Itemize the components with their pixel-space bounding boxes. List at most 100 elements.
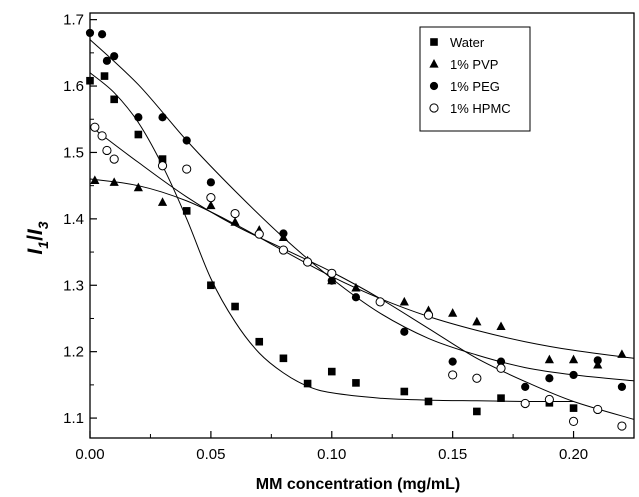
data-point-1 xyxy=(568,354,579,364)
x-tick-label: 0.05 xyxy=(196,446,225,463)
y-tick-label: 1.4 xyxy=(63,211,84,228)
data-point-0 xyxy=(110,95,118,104)
fit-line-3 xyxy=(89,125,635,420)
data-point-2 xyxy=(496,357,506,366)
data-point-0 xyxy=(207,281,215,290)
y-tick-label: 1.1 xyxy=(63,410,84,427)
data-point-0 xyxy=(86,76,94,85)
y-tick-label: 1.2 xyxy=(63,344,84,361)
y-title-main-2: I xyxy=(24,228,47,235)
fit-line-2 xyxy=(89,39,635,382)
fit-line-0 xyxy=(89,72,574,403)
data-point-0 xyxy=(231,302,239,311)
data-point-1 xyxy=(206,200,216,210)
data-point-2 xyxy=(448,357,457,366)
data-point-0 xyxy=(100,72,109,80)
data-point-2 xyxy=(593,356,602,365)
legend-label-0: Water xyxy=(450,35,485,50)
legend-box xyxy=(419,26,531,132)
data-point-3 xyxy=(593,404,603,415)
x-tick-label: 0.00 xyxy=(75,446,104,463)
y-tick-label: 1.7 xyxy=(63,12,84,29)
plot-area xyxy=(89,12,635,439)
data-markers xyxy=(85,28,627,431)
y-title-sub-2: 3 xyxy=(35,221,51,229)
data-point-1 xyxy=(230,217,240,226)
data-point-3 xyxy=(472,373,482,383)
data-point-3 xyxy=(568,416,579,426)
y-title-slash: / xyxy=(24,235,47,241)
data-point-1 xyxy=(472,316,482,326)
legend-marker-3 xyxy=(429,103,439,113)
data-point-0 xyxy=(279,354,288,363)
data-point-2 xyxy=(521,382,530,391)
x-tick-label: 0.20 xyxy=(559,446,588,463)
data-point-2 xyxy=(182,136,191,145)
data-point-2 xyxy=(158,113,167,122)
data-point-3 xyxy=(520,398,530,409)
data-point-0 xyxy=(303,379,312,388)
data-point-3 xyxy=(254,229,264,239)
legend: Water 1% PVP 1% PEG 1% HPMC xyxy=(419,26,531,132)
data-point-1 xyxy=(90,175,100,184)
data-point-2 xyxy=(97,30,107,39)
data-point-2 xyxy=(327,276,336,285)
y-tick-label: 1.3 xyxy=(63,277,84,294)
legend-label-3: 1% HPMC xyxy=(450,101,511,116)
data-point-1 xyxy=(448,308,458,317)
data-point-2 xyxy=(85,28,95,38)
data-point-3 xyxy=(230,208,240,219)
data-point-3 xyxy=(496,363,506,373)
y-tick-label: 1.5 xyxy=(63,144,84,161)
legend-label-1: 1% PVP xyxy=(450,57,498,72)
data-point-0 xyxy=(424,397,433,406)
data-point-2 xyxy=(545,374,554,383)
data-point-2 xyxy=(110,52,119,61)
data-point-3 xyxy=(97,131,107,141)
y-axis-title: I1/I3 xyxy=(24,221,51,254)
x-tick-label: 0.10 xyxy=(317,446,346,463)
data-point-0 xyxy=(327,367,336,376)
data-point-3 xyxy=(102,145,112,156)
data-point-3 xyxy=(617,421,627,431)
data-point-3 xyxy=(182,164,192,174)
data-point-1 xyxy=(351,282,361,292)
legend-marker-1 xyxy=(429,59,439,68)
axes: 0.00 0.05 0.10 0.15 0.20 1.1 1.2 1.3 1.4 1.5 1.6 1.… xyxy=(63,12,635,463)
data-point-0 xyxy=(352,379,360,387)
y-tick-label: 1.6 xyxy=(63,78,84,95)
data-point-3 xyxy=(206,193,216,203)
data-point-3 xyxy=(423,310,434,320)
data-point-2 xyxy=(400,327,409,336)
data-point-0 xyxy=(255,337,264,346)
data-point-3 xyxy=(90,122,100,132)
data-point-1 xyxy=(399,296,409,306)
data-point-2 xyxy=(569,370,578,380)
data-point-2 xyxy=(102,56,112,65)
data-point-0 xyxy=(134,130,143,139)
data-point-3 xyxy=(327,268,337,278)
data-point-2 xyxy=(279,229,288,238)
data-point-0 xyxy=(473,407,481,416)
data-point-0 xyxy=(158,155,167,163)
data-point-1 xyxy=(496,321,506,331)
data-point-3 xyxy=(375,297,385,307)
legend-label-2: 1% PEG xyxy=(450,79,500,94)
data-point-1 xyxy=(617,349,627,358)
y-title-main-1: I xyxy=(24,248,47,255)
data-point-2 xyxy=(351,293,361,302)
data-point-2 xyxy=(134,113,143,122)
x-tick-label: 0.15 xyxy=(438,446,467,463)
data-point-0 xyxy=(182,207,191,215)
data-point-3 xyxy=(109,154,119,164)
data-point-1 xyxy=(133,182,143,192)
legend-marker-0 xyxy=(430,38,438,46)
data-point-0 xyxy=(497,394,505,402)
data-point-1 xyxy=(157,197,168,206)
data-point-2 xyxy=(617,382,627,391)
x-axis-title: MM concentration (mg/mL) xyxy=(256,476,460,493)
data-point-3 xyxy=(448,370,458,380)
data-point-3 xyxy=(278,245,289,255)
data-point-1 xyxy=(109,177,119,186)
